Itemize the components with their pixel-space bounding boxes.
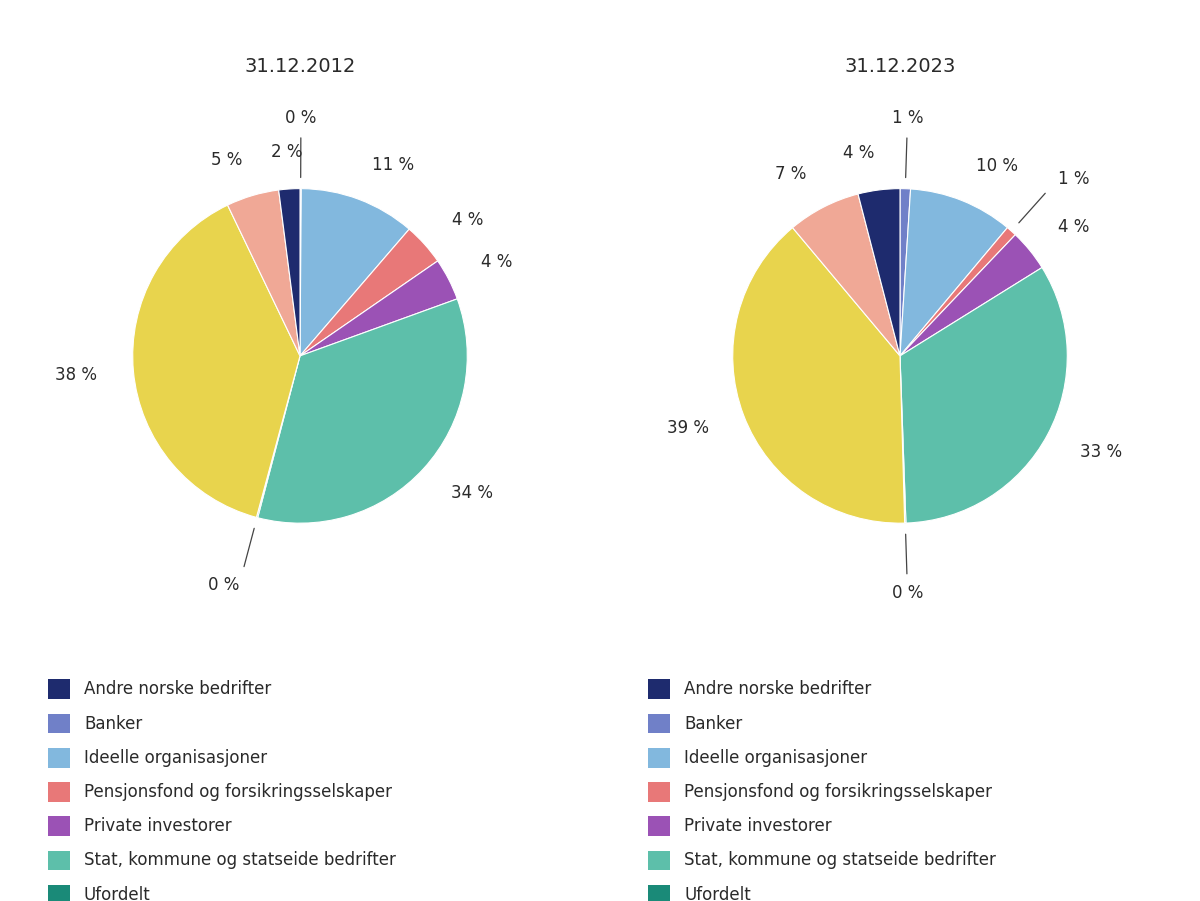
Text: 1 %: 1 % (1058, 169, 1090, 187)
Title: 31.12.2023: 31.12.2023 (845, 57, 955, 76)
Text: Ufordelt: Ufordelt (84, 886, 151, 901)
Text: Ufordelt: Ufordelt (684, 886, 751, 901)
Text: Pensjonsfond og forsikringsselskaper: Pensjonsfond og forsikringsselskaper (684, 783, 992, 801)
Wedge shape (133, 205, 300, 517)
Text: 33 %: 33 % (1080, 442, 1122, 460)
Text: Ideelle organisasjoner: Ideelle organisasjoner (84, 749, 268, 767)
Text: 4 %: 4 % (452, 211, 484, 229)
Wedge shape (900, 356, 906, 523)
Text: 38 %: 38 % (55, 366, 97, 384)
Text: Stat, kommune og statseide bedrifter: Stat, kommune og statseide bedrifter (84, 851, 396, 869)
Wedge shape (733, 228, 905, 523)
Wedge shape (900, 228, 1015, 356)
Text: Ideelle organisasjoner: Ideelle organisasjoner (684, 749, 868, 767)
Wedge shape (228, 190, 300, 356)
Text: Pensjonsfond og forsikringsselskaper: Pensjonsfond og forsikringsselskaper (84, 783, 392, 801)
Text: 10 %: 10 % (976, 158, 1018, 176)
Wedge shape (300, 261, 457, 356)
Text: Banker: Banker (84, 714, 143, 733)
Wedge shape (258, 299, 467, 523)
Text: 5 %: 5 % (211, 151, 242, 169)
Text: 0 %: 0 % (208, 577, 239, 595)
Text: Andre norske bedrifter: Andre norske bedrifter (84, 680, 271, 698)
Wedge shape (300, 229, 438, 356)
Text: Andre norske bedrifter: Andre norske bedrifter (684, 680, 871, 698)
Text: 2 %: 2 % (271, 143, 302, 161)
Wedge shape (792, 194, 900, 356)
Text: Banker: Banker (684, 714, 743, 733)
Text: 4 %: 4 % (1058, 218, 1090, 236)
Text: 11 %: 11 % (372, 156, 414, 174)
Wedge shape (900, 189, 1008, 356)
Wedge shape (900, 235, 1042, 356)
Title: 31.12.2012: 31.12.2012 (245, 57, 355, 76)
Text: 4 %: 4 % (842, 144, 874, 162)
Wedge shape (900, 268, 1067, 523)
Text: 4 %: 4 % (481, 253, 512, 271)
Text: 0 %: 0 % (286, 109, 317, 127)
Text: Stat, kommune og statseide bedrifter: Stat, kommune og statseide bedrifter (684, 851, 996, 869)
Wedge shape (900, 188, 911, 356)
Wedge shape (257, 356, 300, 518)
Wedge shape (300, 188, 409, 356)
Text: Private investorer: Private investorer (684, 817, 832, 835)
Wedge shape (858, 188, 900, 356)
Text: 1 %: 1 % (892, 110, 923, 127)
Text: Private investorer: Private investorer (84, 817, 232, 835)
Wedge shape (300, 188, 301, 356)
Text: 7 %: 7 % (775, 166, 806, 184)
Text: 39 %: 39 % (667, 419, 709, 437)
Text: 0 %: 0 % (892, 585, 923, 602)
Text: 34 %: 34 % (451, 485, 493, 503)
Wedge shape (278, 188, 300, 356)
